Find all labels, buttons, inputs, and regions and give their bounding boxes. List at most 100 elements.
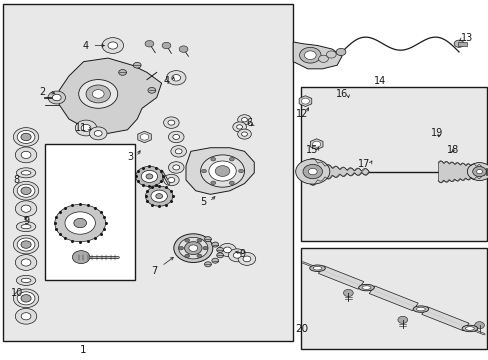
Circle shape [299,47,321,63]
Circle shape [201,169,206,173]
Text: 3: 3 [126,152,133,162]
Circle shape [13,289,39,308]
Text: 7: 7 [151,266,157,276]
Text: 12: 12 [295,109,307,119]
Circle shape [211,258,218,263]
Polygon shape [59,58,161,134]
Circle shape [163,174,179,186]
Circle shape [74,219,86,228]
Ellipse shape [16,168,36,178]
Circle shape [228,249,245,262]
Circle shape [223,247,231,253]
Circle shape [15,147,37,163]
Ellipse shape [21,171,31,175]
Ellipse shape [416,307,425,311]
Circle shape [178,246,183,250]
Circle shape [203,246,207,250]
Circle shape [21,133,31,141]
Circle shape [210,157,215,161]
Circle shape [168,162,183,173]
Circle shape [140,134,148,140]
Text: 8: 8 [14,175,20,185]
Circle shape [397,316,407,323]
Circle shape [141,170,157,183]
Circle shape [218,243,236,256]
Circle shape [172,165,179,170]
Ellipse shape [16,275,36,285]
Circle shape [208,161,236,181]
Circle shape [21,241,31,248]
Circle shape [151,190,167,202]
Ellipse shape [362,286,370,289]
Circle shape [17,292,35,305]
Circle shape [162,42,170,49]
Circle shape [173,234,212,262]
Circle shape [102,38,123,53]
Ellipse shape [16,222,36,231]
Text: 9: 9 [239,248,244,258]
Text: 17: 17 [357,159,369,169]
Circle shape [184,242,202,255]
Bar [3,4,293,341]
Circle shape [15,255,37,270]
Circle shape [237,129,251,139]
Circle shape [168,131,183,143]
Polygon shape [421,307,468,331]
Circle shape [81,125,91,132]
Text: 18: 18 [446,144,458,154]
Circle shape [166,71,185,85]
Circle shape [21,187,31,194]
Circle shape [21,313,31,320]
Ellipse shape [461,325,477,332]
Circle shape [136,166,163,186]
Circle shape [474,321,484,329]
Text: 19: 19 [430,129,442,138]
Circle shape [238,252,255,265]
Circle shape [303,165,322,179]
Polygon shape [368,286,417,311]
Circle shape [312,141,320,147]
Circle shape [295,159,329,184]
Circle shape [92,90,104,98]
Ellipse shape [465,327,473,330]
Circle shape [335,48,345,55]
Circle shape [453,40,463,47]
Circle shape [89,127,107,140]
Text: 1: 1 [80,345,87,355]
Circle shape [48,91,65,104]
Circle shape [55,204,105,242]
Circle shape [229,157,234,161]
Circle shape [204,237,211,242]
Polygon shape [310,139,323,149]
Circle shape [308,168,317,175]
Circle shape [13,181,39,200]
Ellipse shape [21,225,31,229]
Circle shape [216,247,223,252]
Circle shape [243,256,250,262]
Text: 2: 2 [39,87,45,97]
Circle shape [215,166,229,176]
Circle shape [237,115,251,125]
Circle shape [146,174,153,179]
Circle shape [145,186,172,206]
Circle shape [13,235,39,254]
Bar [44,144,135,280]
Circle shape [148,87,156,93]
Circle shape [21,294,31,302]
Ellipse shape [412,306,428,312]
Circle shape [184,239,189,242]
Ellipse shape [358,284,373,291]
Circle shape [21,151,31,158]
Circle shape [119,69,126,75]
Text: 10: 10 [11,288,23,298]
Ellipse shape [309,265,325,271]
Circle shape [17,130,35,144]
Bar [457,42,466,45]
Text: 9: 9 [23,216,29,226]
Text: 4: 4 [83,41,89,50]
Circle shape [216,253,223,258]
Circle shape [94,131,102,136]
Circle shape [171,75,180,81]
Text: 4: 4 [163,76,169,86]
Polygon shape [318,266,363,289]
